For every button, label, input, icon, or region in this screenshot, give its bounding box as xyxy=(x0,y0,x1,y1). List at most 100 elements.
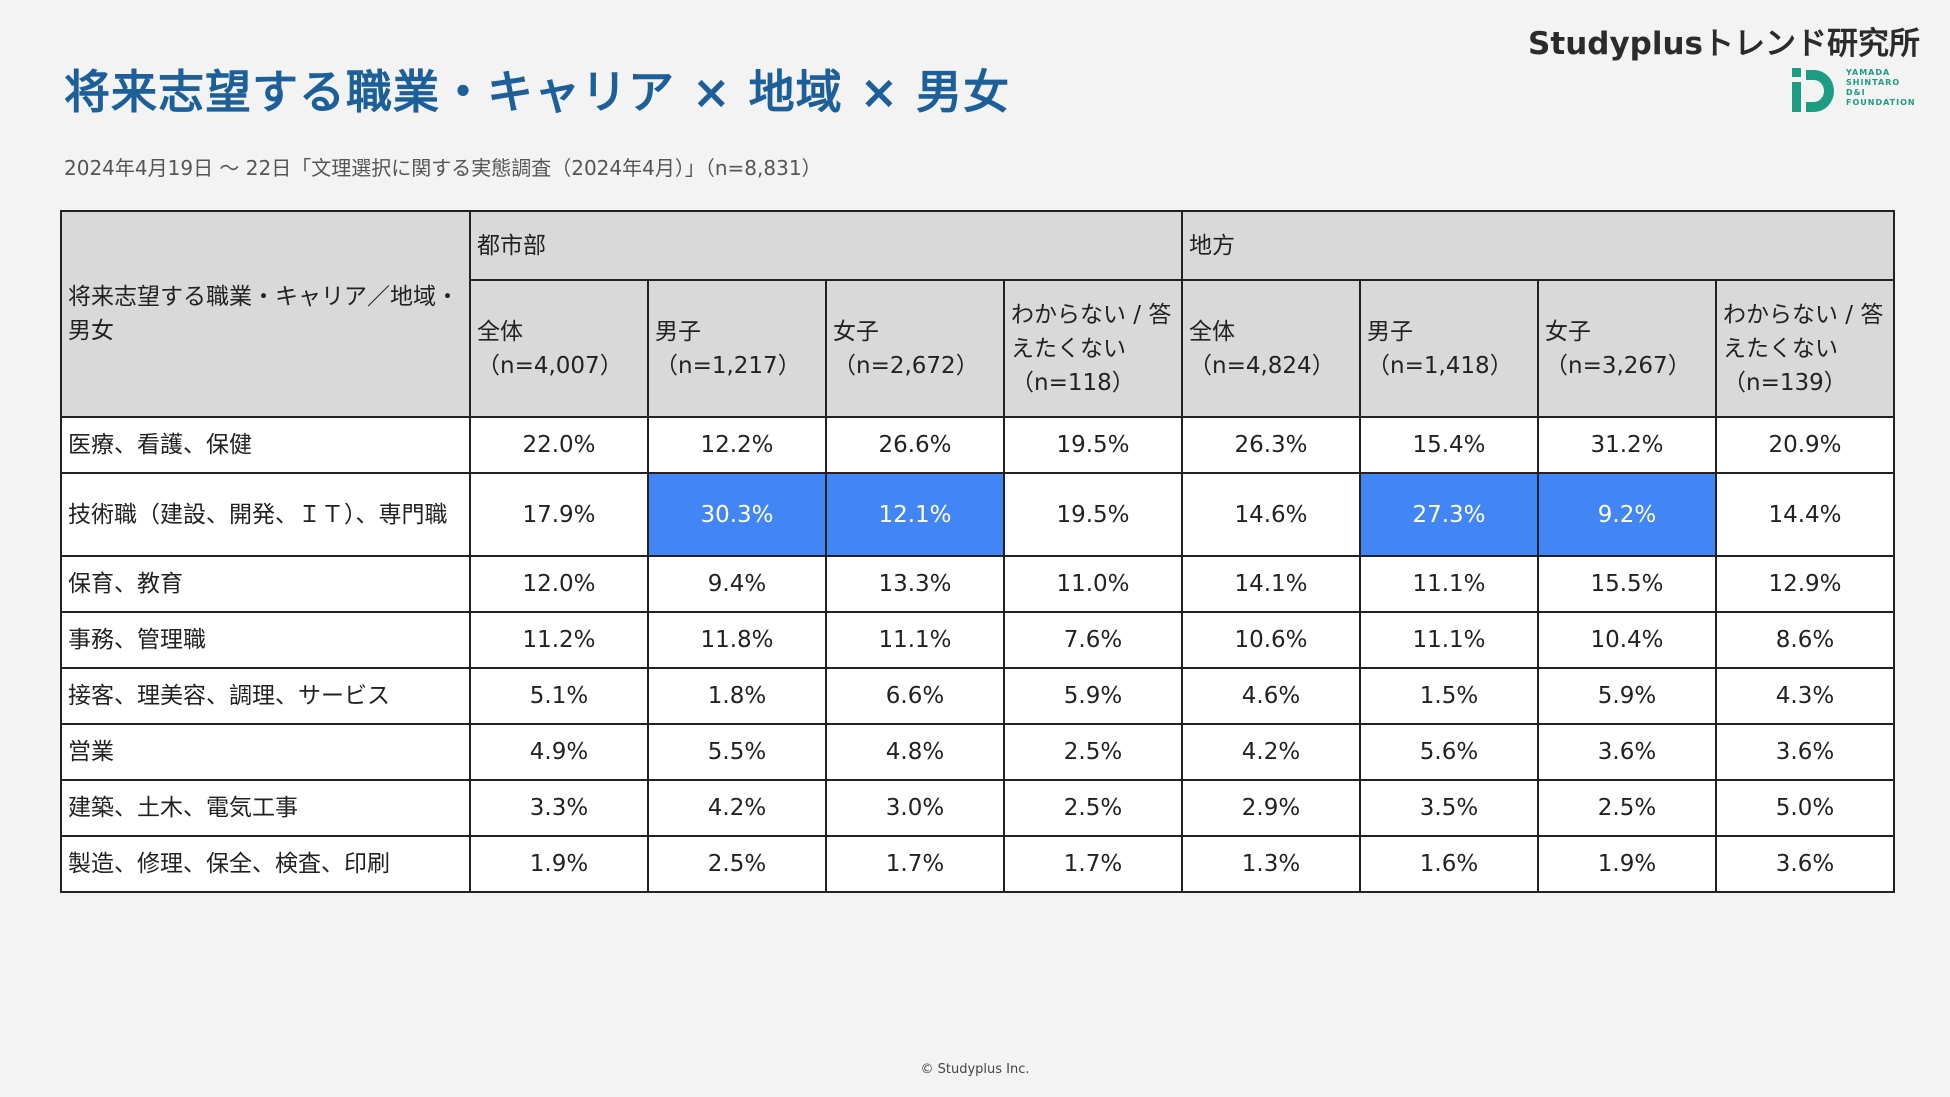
value-cell: 11.1% xyxy=(825,611,1005,669)
column-sample-size: （n=2,672） xyxy=(833,352,979,379)
column-sample-size: （n=1,217） xyxy=(655,352,801,379)
value-cell: 2.5% xyxy=(647,835,827,893)
value-cell: 14.6% xyxy=(1181,472,1361,557)
row-label: 保育、教育 xyxy=(60,555,471,613)
value-cell: 11.8% xyxy=(647,611,827,669)
row-label: 技術職（建設、開発、ＩＴ）、専門職 xyxy=(60,472,471,557)
value-cell: 12.9% xyxy=(1715,555,1895,613)
value-cell: 3.5% xyxy=(1359,779,1539,837)
value-cell: 20.9% xyxy=(1715,416,1895,474)
value-cell: 15.4% xyxy=(1359,416,1539,474)
value-cell: 1.5% xyxy=(1359,667,1539,725)
column-sample-size: （n=1,418） xyxy=(1367,352,1513,379)
value-cell: 8.6% xyxy=(1715,611,1895,669)
highlighted-value-cell: 30.3% xyxy=(647,472,827,557)
table-row: 営業 4.9% 5.5% 4.8% 2.5% 4.2% 5.6% 3.6% 3.6% xyxy=(60,723,1895,781)
column-group-label: 女子 xyxy=(1545,318,1591,345)
table-row: 事務、管理職 11.2% 11.8% 11.1% 7.6% 10.6% 11.1% 10.4%… xyxy=(60,611,1895,669)
foundation-logo: YAMADA SHINTARO D&I FOUNDATION xyxy=(1790,64,1920,128)
column-header: わからない / 答えたくない （n=118） xyxy=(1003,279,1183,418)
column-group-label: 男子 xyxy=(655,318,701,345)
column-sample-size: （n=139） xyxy=(1723,369,1847,396)
column-group-label: わからない / 答えたくない xyxy=(1723,301,1884,362)
column-group-label: 女子 xyxy=(833,318,879,345)
column-header: 女子 （n=2,672） xyxy=(825,279,1005,418)
value-cell: 2.5% xyxy=(1003,779,1183,837)
brand-name: Studyplusトレンド研究所 xyxy=(1528,26,1920,62)
value-cell: 14.1% xyxy=(1181,555,1361,613)
value-cell: 2.9% xyxy=(1181,779,1361,837)
page-title: 将来志望する職業・キャリア × 地域 × 男女 xyxy=(64,65,1011,119)
survey-caption: 2024年4月19日 〜 22日「文理選択に関する実態調査（2024年4月）」（… xyxy=(64,156,822,180)
value-cell: 5.6% xyxy=(1359,723,1539,781)
column-sample-size: （n=3,267） xyxy=(1545,352,1691,379)
value-cell: 3.6% xyxy=(1715,835,1895,893)
value-cell: 12.2% xyxy=(647,416,827,474)
value-cell: 5.9% xyxy=(1537,667,1717,725)
column-group-label: 全体 xyxy=(477,318,523,345)
highlighted-value-cell: 27.3% xyxy=(1359,472,1539,557)
value-cell: 1.7% xyxy=(825,835,1005,893)
value-cell: 1.6% xyxy=(1359,835,1539,893)
value-cell: 4.2% xyxy=(647,779,827,837)
value-cell: 11.2% xyxy=(469,611,649,669)
brand-block: Studyplusトレンド研究所 YAMADA SHINTARO D&I FOU… xyxy=(1528,18,1920,118)
row-label: 建築、土木、電気工事 xyxy=(60,779,471,837)
table-row: 医療、看護、保健 22.0% 12.2% 26.6% 19.5% 26.3% 15.4% 31… xyxy=(60,416,1895,474)
value-cell: 3.6% xyxy=(1715,723,1895,781)
value-cell: 11.1% xyxy=(1359,555,1539,613)
value-cell: 26.6% xyxy=(825,416,1005,474)
column-group-label: 全体 xyxy=(1189,318,1235,345)
value-cell: 14.4% xyxy=(1715,472,1895,557)
value-cell: 19.5% xyxy=(1003,472,1183,557)
table-row: 製造、修理、保全、検査、印刷 1.9% 2.5% 1.7% 1.7% 1.3% 1.6% 1.… xyxy=(60,835,1895,893)
table-row: 技術職（建設、開発、ＩＴ）、専門職 17.9% 30.3% 12.1% 19.5% 14.… xyxy=(60,472,1895,557)
value-cell: 11.1% xyxy=(1359,611,1539,669)
row-label: 製造、修理、保全、検査、印刷 xyxy=(60,835,471,893)
value-cell: 4.8% xyxy=(825,723,1005,781)
highlighted-value-cell: 9.2% xyxy=(1537,472,1717,557)
column-group-label: わからない / 答えたくない xyxy=(1011,301,1172,362)
value-cell: 22.0% xyxy=(469,416,649,474)
value-cell: 31.2% xyxy=(1537,416,1717,474)
value-cell: 11.0% xyxy=(1003,555,1183,613)
value-cell: 1.9% xyxy=(1537,835,1717,893)
value-cell: 19.5% xyxy=(1003,416,1183,474)
value-cell: 7.6% xyxy=(1003,611,1183,669)
value-cell: 3.6% xyxy=(1537,723,1717,781)
value-cell: 17.9% xyxy=(469,472,649,557)
value-cell: 4.2% xyxy=(1181,723,1361,781)
value-cell: 9.4% xyxy=(647,555,827,613)
copyright: © Studyplus Inc. xyxy=(920,1062,1030,1077)
value-cell: 3.0% xyxy=(825,779,1005,837)
value-cell: 10.4% xyxy=(1537,611,1717,669)
column-sample-size: （n=4,007） xyxy=(477,352,623,379)
value-cell: 5.1% xyxy=(469,667,649,725)
region-header-rural: 地方 xyxy=(1181,210,1895,281)
row-label: 営業 xyxy=(60,723,471,781)
column-sample-size: （n=118） xyxy=(1011,369,1135,396)
column-header: 全体 （n=4,824） xyxy=(1181,279,1361,418)
column-group-label: 男子 xyxy=(1367,318,1413,345)
value-cell: 1.9% xyxy=(469,835,649,893)
column-header: 男子 （n=1,418） xyxy=(1359,279,1539,418)
career-by-region-gender-table: 将来志望する職業・キャリア／地域・男女 都市部 地方 全体 （n=4,007） 男子… xyxy=(60,210,1895,893)
column-header: 男子 （n=1,217） xyxy=(647,279,827,418)
table-row: 保育、教育 12.0% 9.4% 13.3% 11.0% 14.1% 11.1% 15.5% 1… xyxy=(60,555,1895,613)
value-cell: 4.6% xyxy=(1181,667,1361,725)
row-label: 接客、理美容、調理、サービス xyxy=(60,667,471,725)
value-cell: 1.7% xyxy=(1003,835,1183,893)
value-cell: 1.3% xyxy=(1181,835,1361,893)
region-header-urban: 都市部 xyxy=(469,210,1183,281)
table-row: 建築、土木、電気工事 3.3% 4.2% 3.0% 2.5% 2.9% 3.5% 2.5% 5.… xyxy=(60,779,1895,837)
corner-header: 将来志望する職業・キャリア／地域・男女 xyxy=(60,210,471,418)
row-label: 事務、管理職 xyxy=(60,611,471,669)
value-cell: 5.5% xyxy=(647,723,827,781)
value-cell: 2.5% xyxy=(1003,723,1183,781)
value-cell: 3.3% xyxy=(469,779,649,837)
column-header: わからない / 答えたくない （n=139） xyxy=(1715,279,1895,418)
value-cell: 6.6% xyxy=(825,667,1005,725)
value-cell: 4.3% xyxy=(1715,667,1895,725)
value-cell: 10.6% xyxy=(1181,611,1361,669)
foundation-text: YAMADA SHINTARO D&I FOUNDATION xyxy=(1846,68,1916,107)
